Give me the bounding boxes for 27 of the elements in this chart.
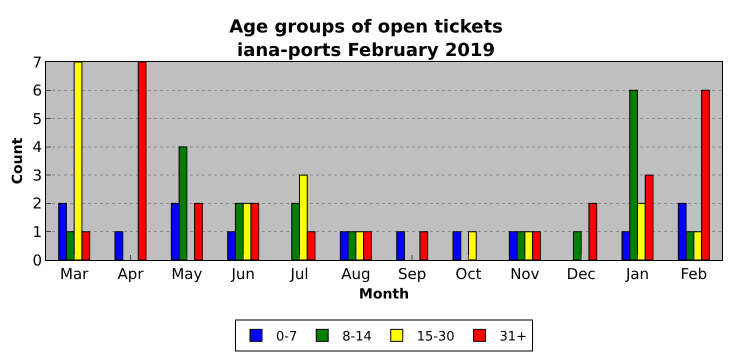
chart-title: Age groups of open tickets iana-ports February 2019 — [229, 16, 503, 61]
legend-label: 31+ — [500, 329, 527, 344]
y-axis-title: Count — [10, 137, 26, 184]
x-tick-label: Feb — [680, 265, 708, 283]
legend-label: 0-7 — [276, 329, 298, 344]
y-tick-label: 4 — [32, 138, 42, 156]
x-tick-label: Nov — [510, 265, 540, 283]
y-tick-label: 0 — [32, 251, 42, 270]
y-tick-label: 2 — [32, 194, 42, 213]
x-tick-label: May — [171, 265, 202, 283]
x-tick-label: Apr — [118, 265, 144, 283]
x-axis-title: Month — [358, 286, 410, 302]
x-tick-label: Aug — [341, 265, 370, 283]
x-tick-label: Jun — [230, 265, 255, 283]
legend-label: 8-14 — [342, 329, 372, 344]
x-tick-label: Mar — [60, 265, 90, 283]
y-tick-label: 1 — [32, 222, 42, 241]
y-tick-label: 5 — [32, 110, 42, 128]
x-tick-label: Sep — [398, 265, 426, 283]
x-tick-label: Dec — [566, 265, 596, 283]
x-tick-label: Jan — [624, 265, 650, 283]
x-tick-label: Jul — [289, 265, 309, 283]
legend-label: 15-30 — [416, 329, 455, 344]
y-tick-label: 3 — [32, 166, 42, 184]
y-tick-label: 7 — [32, 53, 42, 72]
x-tick-label: Oct — [456, 265, 482, 283]
y-tick-label: 6 — [32, 82, 42, 100]
